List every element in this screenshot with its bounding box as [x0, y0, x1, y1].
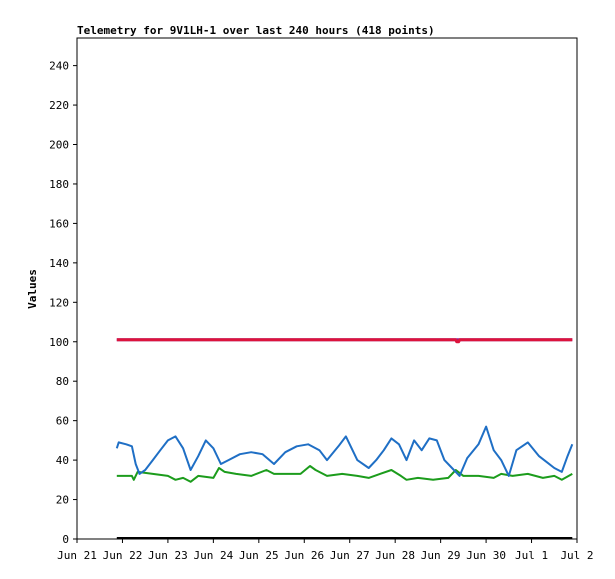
- chart-title: Telemetry for 9V1LH-1 over last 240 hour…: [77, 24, 435, 37]
- y-tick-label: 120: [49, 296, 69, 309]
- x-tick-label: Jul 1: [515, 549, 548, 562]
- y-axis-label: Values: [26, 269, 39, 309]
- x-tick-label: Jun 26: [284, 549, 324, 562]
- series-line: [115, 425, 574, 477]
- series-line: [116, 338, 573, 344]
- series-layer: [115, 338, 574, 539]
- y-tick-label: 100: [49, 336, 69, 349]
- y-tick-label: 140: [49, 257, 69, 270]
- y-tick-label: 60: [56, 415, 69, 428]
- y-tick-label: 160: [49, 217, 69, 230]
- x-tick-label: Jun 27: [330, 549, 370, 562]
- x-tick-label: Jun 22: [103, 549, 143, 562]
- x-tick-label: Jun 21: [57, 549, 97, 562]
- x-tick-label: Jun 28: [375, 549, 415, 562]
- x-tick-label: Jun 24: [193, 549, 233, 562]
- x-tick-label: Jun 30: [466, 549, 506, 562]
- x-tick-label: Jun 29: [421, 549, 461, 562]
- x-axis: Jun 21 Jun 22 Jun 23 Jun 24 Jun 25 Jun 26 Jun …: [57, 539, 594, 562]
- x-tick-label: Jun 25: [239, 549, 279, 562]
- y-tick-label: 0: [62, 533, 69, 546]
- y-tick-label: 220: [49, 99, 69, 112]
- y-tick-label: 200: [49, 139, 69, 152]
- series-line: [116, 465, 573, 483]
- plot-frame: [76, 37, 578, 540]
- y-tick-label: 40: [56, 454, 69, 467]
- y-axis: 0 20 40 60 80 100 120 140 160 180 200 220 240: [49, 60, 77, 546]
- y-tick-label: 240: [49, 60, 69, 73]
- y-tick-label: 20: [56, 494, 69, 507]
- x-tick-label: Jul 2: [560, 549, 593, 562]
- x-tick-label: Jun 23: [148, 549, 188, 562]
- y-tick-label: 180: [49, 178, 69, 191]
- y-tick-label: 80: [56, 375, 69, 388]
